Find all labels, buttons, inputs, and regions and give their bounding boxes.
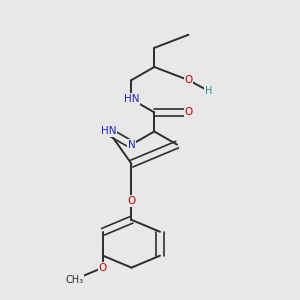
Text: HN: HN [101, 127, 116, 136]
Text: O: O [184, 107, 193, 117]
Text: H: H [205, 86, 212, 96]
Text: O: O [99, 262, 107, 273]
Text: N: N [128, 140, 135, 150]
Text: HN: HN [124, 94, 139, 104]
Text: CH₃: CH₃ [65, 274, 83, 285]
Text: O: O [127, 196, 136, 206]
Text: O: O [184, 75, 193, 85]
